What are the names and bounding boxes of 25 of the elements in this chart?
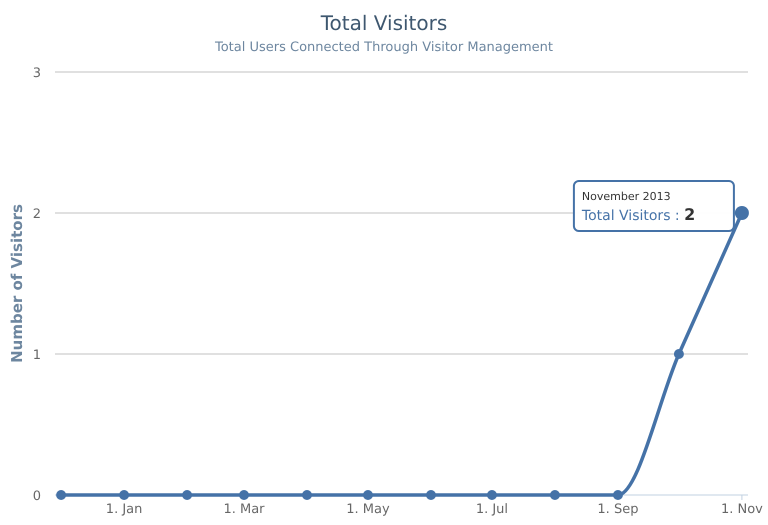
x-tick-label: 1. Jul	[476, 502, 508, 517]
point	[119, 490, 130, 500]
y-axis-title: Number of Visitors	[8, 204, 26, 363]
x-tick-label: 1. Nov	[720, 502, 764, 517]
point	[426, 490, 436, 500]
y-tick-label: 0	[32, 489, 41, 504]
chart-subtitle: Total Users Connected Through Visitor Management	[214, 40, 553, 55]
point	[182, 490, 192, 500]
point	[550, 490, 560, 500]
point	[674, 349, 684, 359]
x-tick-label: 1. May	[346, 502, 390, 517]
chart-title: Total Visitors	[320, 11, 448, 35]
point	[302, 490, 312, 500]
annotation: November 2013 Total Visitors : 2	[580, 190, 696, 224]
y-tick-label: 2	[32, 207, 41, 222]
y-tick-label: 3	[32, 66, 41, 81]
point	[56, 490, 66, 500]
point	[239, 490, 249, 500]
x-tick-label: 1. Mar	[223, 502, 266, 517]
x-tick-label: 1. Sep	[597, 502, 638, 517]
y-tick-label: 1	[32, 348, 41, 363]
point	[612, 490, 623, 500]
point	[362, 490, 373, 500]
point	[486, 490, 497, 500]
x-tick-label: 1. Jan	[106, 502, 142, 517]
